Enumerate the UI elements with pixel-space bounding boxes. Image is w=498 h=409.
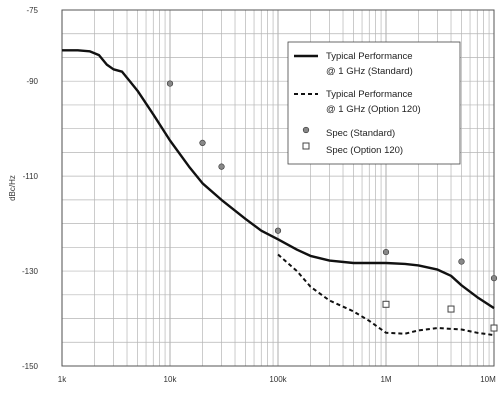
plot-frame	[61, 9, 495, 367]
series-layer	[62, 49, 498, 337]
spec-option-120-point	[382, 300, 390, 308]
spec-standard-point	[166, 80, 174, 87]
x-tick-label: 1M	[380, 375, 391, 384]
x-tick-label: 10M	[480, 375, 496, 384]
y-tick-label: -90	[26, 77, 38, 86]
axis-ticks: -75 -90 -110 -130 -150 1k 10k 100k 1M 10…	[22, 6, 496, 384]
x-tick-label: 1k	[58, 375, 67, 384]
legend-marker-spec-standard	[302, 126, 310, 134]
y-axis-label: dBc/Hz	[8, 175, 17, 201]
spec-option-120-point	[490, 324, 498, 332]
legend-label: Typical Performance	[326, 51, 413, 62]
spec-standard-point	[218, 163, 225, 170]
legend-label: Spec (Option 120)	[326, 145, 403, 156]
spec-standard-point	[199, 139, 206, 147]
spec-standard-point	[274, 227, 282, 234]
x-tick-label: 10k	[164, 375, 178, 384]
legend-label: Spec (Standard)	[326, 128, 395, 139]
spec-standard-point	[490, 275, 498, 282]
spec-standard-point	[382, 248, 390, 256]
spec-option-120-point	[447, 305, 455, 313]
legend-marker-spec-option-120	[302, 142, 310, 150]
legend-label: Typical Performance	[326, 89, 413, 100]
series-line-standard	[62, 49, 495, 310]
legend: Typical Performance @ 1 GHz (Standard) T…	[287, 41, 461, 165]
legend-label: @ 1 GHz (Option 120)	[326, 104, 421, 115]
x-tick-label: 100k	[269, 375, 287, 384]
legend-box	[287, 41, 461, 165]
y-tick-label: -130	[22, 267, 39, 276]
legend-circle-marker	[302, 126, 310, 134]
y-tick-label: -110	[23, 172, 39, 181]
spec-standard-point	[458, 258, 465, 265]
legend-label: @ 1 GHz (Standard)	[326, 66, 413, 77]
y-tick-label: -75	[26, 6, 38, 15]
legend-square-marker	[302, 142, 310, 150]
series-line-option-120	[277, 253, 495, 337]
y-tick-label: -150	[22, 362, 39, 371]
